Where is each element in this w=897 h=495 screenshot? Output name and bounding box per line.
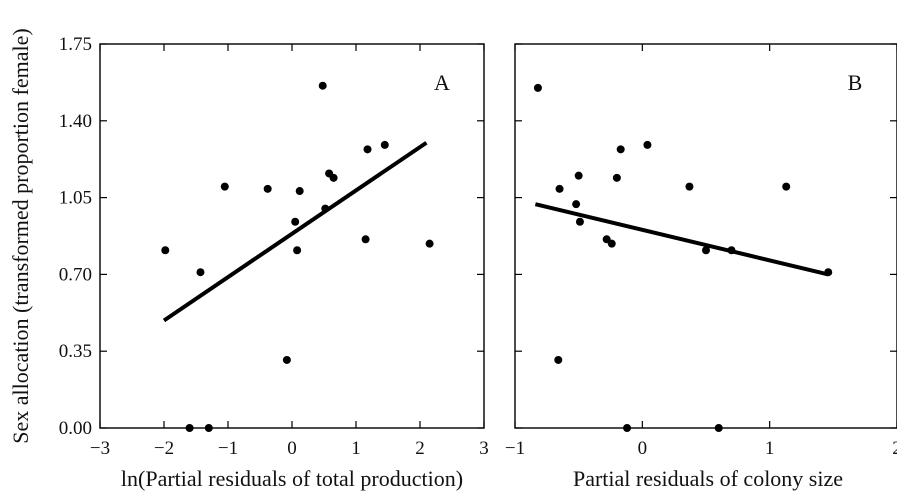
data-point xyxy=(702,246,710,255)
data-point xyxy=(685,182,694,191)
data-point xyxy=(612,173,621,182)
data-point xyxy=(533,83,542,92)
data-point xyxy=(616,145,625,154)
regression-line-a xyxy=(162,141,428,323)
y-tick-label: 0.70 xyxy=(59,264,92,285)
data-point xyxy=(782,182,791,191)
x-tick-label-b: 2 xyxy=(892,438,897,459)
data-point xyxy=(282,355,291,364)
data-point xyxy=(291,217,300,226)
panel-label-b: B xyxy=(848,70,863,95)
data-point xyxy=(185,424,194,432)
x-tick-label-b: 1 xyxy=(765,438,775,459)
data-point xyxy=(263,184,272,193)
data-point xyxy=(161,246,170,255)
y-tick-label: 1.75 xyxy=(59,34,92,55)
data-point xyxy=(727,246,736,255)
x-tick-label-b: 0 xyxy=(638,438,648,459)
data-point xyxy=(321,204,330,213)
x-tick-label-a: 3 xyxy=(479,438,489,459)
panel-a: 0.00 0.35 0.70 1.05 1.40 1.75 −3 −2 −1 0 1 2 3 A xyxy=(59,34,489,459)
data-point xyxy=(204,424,213,432)
data-point xyxy=(575,217,584,226)
data-point xyxy=(623,424,632,432)
y-tick-label: 1.40 xyxy=(59,111,92,132)
x-tick-label-a: 2 xyxy=(415,438,425,459)
x-tick-label-a: −2 xyxy=(154,438,174,459)
data-point xyxy=(714,424,723,432)
data-point xyxy=(572,200,581,209)
data-point xyxy=(361,235,370,244)
x-tick-label-b: −1 xyxy=(505,438,525,459)
data-point xyxy=(607,239,616,248)
y-axis-label: Sex allocation (transformed proportion f… xyxy=(8,28,33,443)
data-point xyxy=(555,184,564,193)
data-point xyxy=(824,268,833,277)
y-tick-label: 0.35 xyxy=(59,341,92,362)
data-point xyxy=(363,145,372,154)
y-tick-label: 0.00 xyxy=(59,418,92,439)
data-point xyxy=(295,187,304,196)
panel-b: −1 0 1 2 B xyxy=(505,43,897,459)
data-point xyxy=(554,355,563,364)
regression-line-b xyxy=(534,202,829,277)
x-tick-label-a: −3 xyxy=(90,438,110,459)
y-tick-label: 1.05 xyxy=(59,188,92,209)
x-tick-label-a: 0 xyxy=(287,438,297,459)
data-point xyxy=(425,239,434,248)
data-point xyxy=(574,171,583,180)
data-point xyxy=(643,140,652,149)
x-axis-label-a: ln(Partial residuals of total production… xyxy=(121,466,463,491)
data-point xyxy=(380,140,389,149)
data-point xyxy=(318,81,327,90)
data-point xyxy=(329,173,338,182)
x-tick-label-a: −1 xyxy=(218,438,238,459)
data-point xyxy=(293,246,302,255)
data-point xyxy=(220,182,229,191)
x-axis-label-b: Partial residuals of colony size xyxy=(573,466,843,491)
data-point xyxy=(196,268,205,277)
panel-label-a: A xyxy=(434,70,450,95)
plot-frame-b xyxy=(514,43,897,429)
x-tick-label-a: 1 xyxy=(351,438,361,459)
